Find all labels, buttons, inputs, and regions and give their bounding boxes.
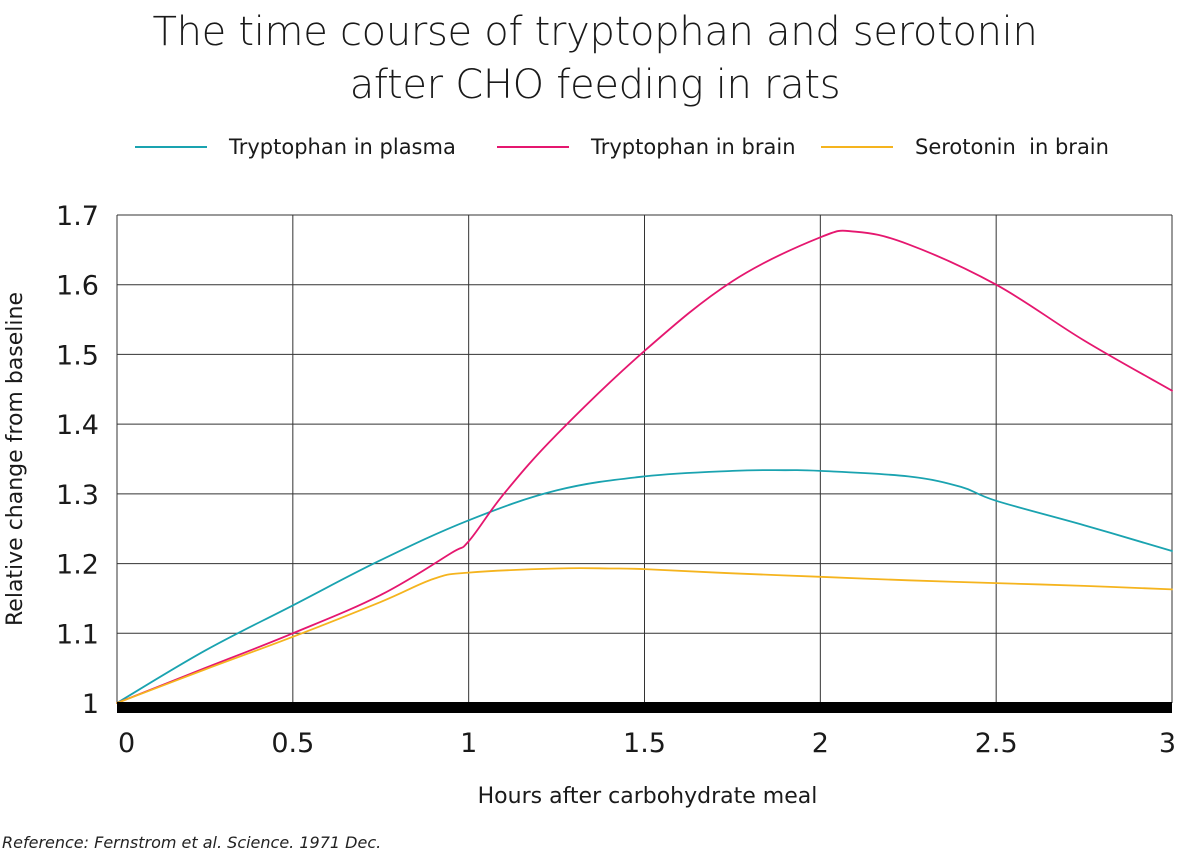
x-tick-labels: 0 0.5 1 1.5 2 2.5 3 (118, 728, 1176, 759)
x-tick-label: 2.5 (975, 728, 1018, 759)
y-tick-label: 1.4 (56, 410, 99, 441)
x-tick-label: 1 (460, 728, 477, 759)
series-line-tryptophan-plasma (116, 469, 1173, 704)
y-tick-labels: 1 1.1 1.2 1.3 1.4 1.5 1.6 1.7 (56, 201, 99, 720)
legend-swatch-serotonin-brain (821, 146, 893, 148)
x-tick-label: 0.5 (271, 728, 314, 759)
y-tick-label: 1.1 (56, 619, 99, 650)
reference-note: Reference: Fernstrom et al. Science. 197… (2, 833, 382, 852)
y-tick-label: 1.7 (56, 201, 99, 232)
x-tick-label: 0 (118, 728, 135, 759)
chart-legend: Tryptophan in plasma Tryptophan in brain… (0, 130, 1200, 164)
chart-title-line-1: The time course of tryptophan and seroto… (152, 9, 1038, 55)
series-line-serotonin-brain (116, 567, 1173, 704)
x-axis-baseline (117, 702, 1172, 713)
series-layer (116, 229, 1173, 704)
grid-layer (116, 214, 1173, 703)
y-axis-title: Relative change from baseline (3, 292, 28, 626)
legend-label-serotonin-brain: Serotonin in brain (915, 135, 1109, 159)
x-tick-label: 2 (812, 728, 829, 759)
y-tick-label: 1.5 (56, 340, 99, 371)
y-tick-label: 1 (82, 689, 99, 720)
y-tick-label: 1.2 (56, 550, 99, 581)
legend-item-tryptophan-brain[interactable]: Tryptophan in brain (497, 130, 796, 164)
x-axis-title: Hours after carbohydrate meal (478, 784, 818, 809)
x-tick-label: 3 (1159, 728, 1176, 759)
series-line-tryptophan-brain (116, 229, 1173, 704)
legend-item-serotonin-brain[interactable]: Serotonin in brain (821, 130, 1109, 164)
chart-title-line-2: after CHO feeding in rats (349, 62, 841, 108)
y-tick-label: 1.6 (56, 271, 99, 302)
legend-item-tryptophan-plasma[interactable]: Tryptophan in plasma (135, 130, 456, 164)
legend-swatch-tryptophan-brain (497, 146, 569, 148)
y-tick-label: 1.3 (56, 480, 99, 511)
legend-label-tryptophan-plasma: Tryptophan in plasma (229, 135, 456, 159)
legend-swatch-tryptophan-plasma (135, 146, 207, 148)
chart-title: The time course of tryptophan and seroto… (0, 6, 1190, 112)
x-tick-label: 1.5 (623, 728, 666, 759)
legend-label-tryptophan-brain: Tryptophan in brain (591, 135, 796, 159)
